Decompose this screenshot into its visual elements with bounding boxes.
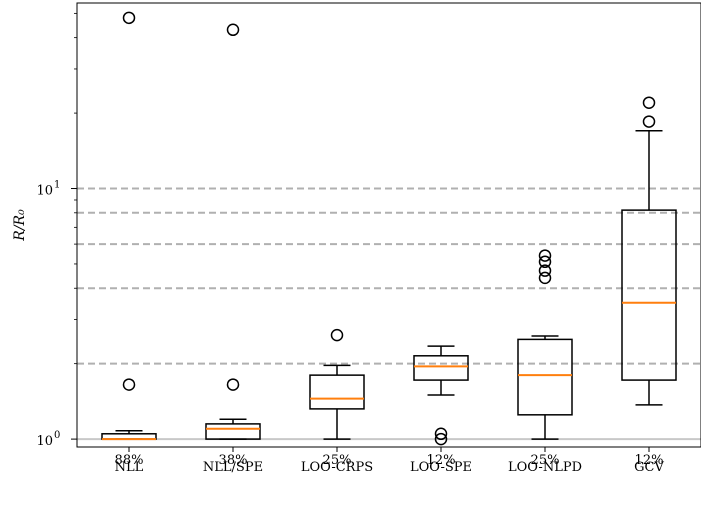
box-body [309,374,365,410]
outlier-point [226,23,240,37]
outlier-point [642,115,656,128]
box-loo-crps [309,328,365,440]
box-nll [101,11,157,441]
outlier-point [330,328,344,342]
y-axis-label: R/R₀ [12,209,28,242]
box-gcv [621,96,677,406]
x-tick-label: LOO-NLPD [508,460,582,475]
box-loo-nlpd [517,249,573,440]
outlier-point [226,378,240,391]
plot-frame [76,2,701,448]
percentage-label: 12% [635,453,664,468]
x-tick-label: LOO-CRPS [301,460,373,475]
x-tick-label: NLL/SPE [203,460,263,475]
y-tick-label: 10 [36,184,53,199]
percentage-label: 88% [115,453,144,468]
box-nll-spe [205,23,261,440]
outlier-point [538,249,552,262]
x-axis: NLL NLL/SPE LOO-CRPS LOO-SPE LOO-NLPD GCV [115,447,664,475]
x-tick-label: LOO-SPE [410,460,472,475]
reference-lines [77,187,701,441]
outlier-point [434,427,448,441]
box-body [517,338,573,416]
percentage-labels: 88% 38% 25% 12% 25% 12% [115,453,664,468]
y-tick-exponent: 0 [54,430,60,441]
percentage-label: 25% [531,453,560,468]
outlier-point [434,432,448,446]
outlier-point [538,271,552,285]
y-tick-exponent: 1 [54,180,60,191]
outlier-point [538,255,552,269]
box-body [621,209,677,381]
outlier-point [642,96,656,109]
x-tick-label: NLL [115,460,144,475]
outlier-point [538,264,552,277]
outlier-point [122,11,136,25]
box-body [205,423,261,440]
outlier-point [122,378,136,391]
y-tick-label: 10 [36,434,53,449]
box-body [413,355,469,381]
box-loo-spe [413,345,469,446]
x-tick-label: GCV [634,460,664,475]
percentage-label: 12% [427,453,456,468]
box-series [101,11,677,446]
percentage-label: 38% [219,453,248,468]
percentage-label: 25% [323,453,352,468]
